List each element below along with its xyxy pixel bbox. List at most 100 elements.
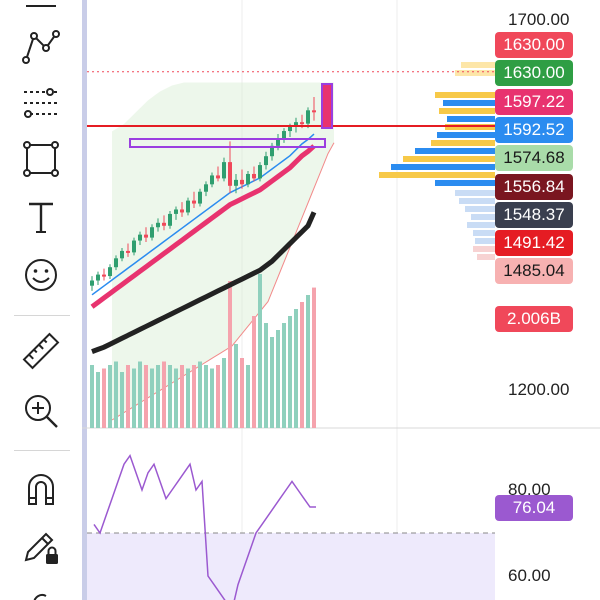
- cloud-area: [112, 82, 334, 420]
- price-tag: 1485.04: [495, 258, 573, 285]
- candle-body: [162, 222, 166, 226]
- candle-body: [138, 234, 142, 241]
- volume-profile-bar: [443, 100, 495, 106]
- pattern-tool[interactable]: [16, 0, 66, 32]
- volume-bar: [126, 365, 130, 428]
- text-icon: [29, 202, 53, 233]
- volume-profile-bar: [471, 214, 495, 220]
- volume-profile-bar: [391, 164, 495, 170]
- chart-left-edge: [82, 0, 87, 600]
- candle-body: [300, 122, 304, 125]
- price-tag: 1630.00: [495, 60, 573, 87]
- volume-bar: [258, 274, 262, 428]
- rsi-axis-label: 80.00: [508, 480, 551, 499]
- volume-bar: [162, 361, 166, 428]
- price-tag: 1592.52: [495, 116, 573, 143]
- candle-body: [246, 173, 250, 185]
- volume-profile-bar: [439, 108, 495, 114]
- volume-bar: [114, 361, 118, 428]
- candle-body: [120, 250, 124, 259]
- volume-bar: [108, 365, 112, 428]
- price-axis-label: 1200.00: [508, 380, 570, 399]
- volume-profile-bar: [473, 246, 495, 252]
- ruler-tool[interactable]: [16, 326, 66, 376]
- candle-body: [192, 200, 196, 204]
- candle-body: [258, 165, 262, 179]
- candle-body: [312, 110, 316, 113]
- volume-bar: [192, 365, 196, 428]
- fib-retracement-icon: [22, 30, 60, 64]
- price-axis-label: 1700.00: [508, 10, 570, 29]
- volume-bar: [288, 316, 292, 428]
- candle-body: [126, 250, 130, 253]
- candle-body: [90, 280, 94, 286]
- volume-bar: [174, 368, 178, 428]
- volume-bar: [300, 302, 304, 428]
- volume-bar: [120, 372, 124, 428]
- zoom-tool[interactable]: [16, 386, 66, 436]
- volume-profile-bar: [461, 62, 495, 68]
- volume-bar: [90, 365, 94, 428]
- candle-body: [114, 258, 118, 268]
- volume-bar: [264, 323, 268, 428]
- lock-drawing-tool[interactable]: [16, 522, 66, 572]
- candle-body: [198, 191, 202, 204]
- volume-profile-bar: [465, 206, 495, 212]
- candle-body: [306, 110, 310, 124]
- volume-bar: [132, 368, 136, 428]
- chart-area[interactable]: 1700.00 1200.00 80.00 60.00 1630.00 1630.00 15…: [82, 0, 600, 600]
- price-tag: 1574.68: [495, 145, 573, 172]
- text-tool[interactable]: [16, 192, 66, 242]
- volume-profile-bar: [473, 230, 495, 236]
- candle-body: [174, 209, 178, 214]
- partial-icon: [33, 594, 47, 600]
- candle-body: [234, 179, 238, 186]
- price-chart[interactable]: [82, 0, 600, 600]
- candle-body: [102, 274, 106, 277]
- volume-profile-bar: [435, 180, 495, 186]
- candle-body: [270, 145, 274, 157]
- volume-bar: [180, 365, 184, 428]
- ruler-icon: [22, 332, 60, 370]
- rsi-band: [87, 533, 495, 600]
- drawing-toolbar: [0, 0, 82, 600]
- price-tag: 1597.22: [495, 88, 573, 115]
- magnet-icon: [28, 474, 54, 505]
- candle-body: [264, 156, 268, 166]
- fib-tool[interactable]: [16, 22, 66, 72]
- candle-body: [294, 122, 298, 127]
- volume-profile-bar: [435, 92, 495, 98]
- volume-profile-bar: [445, 124, 495, 130]
- volume-profile-bar: [455, 70, 495, 76]
- candle-body: [288, 126, 292, 132]
- more-tools[interactable]: [16, 578, 66, 600]
- volume-profile-bar: [455, 190, 495, 196]
- price-tag: 1630.00: [495, 32, 573, 58]
- candle-body: [222, 162, 226, 179]
- volume-bar: [252, 316, 256, 428]
- volume-bar: [282, 323, 286, 428]
- rsi-axis-label: 60.00: [508, 566, 551, 585]
- volume-tag: 2.006B: [495, 306, 573, 332]
- cloud-lower-line: [111, 142, 335, 421]
- candle-body: [252, 173, 256, 179]
- candle-body: [228, 162, 232, 186]
- volume-bar: [210, 368, 214, 428]
- volume-profile-bar: [459, 198, 495, 204]
- emoji-tool[interactable]: [16, 250, 66, 300]
- volume-bar: [228, 281, 232, 428]
- candle-body: [156, 222, 160, 228]
- zoom-in-icon: [25, 395, 58, 428]
- magnet-tool[interactable]: [16, 464, 66, 514]
- candle-body: [210, 175, 214, 185]
- volume-bar: [150, 368, 154, 428]
- volume-bar: [168, 365, 172, 428]
- rectangle-tool[interactable]: [16, 134, 66, 184]
- annotation-rectangle: [129, 138, 326, 148]
- parallel-lines-tool[interactable]: [16, 78, 66, 128]
- price-tag: 1491.42: [495, 230, 573, 257]
- volume-bar: [306, 295, 310, 428]
- ema-blue-line: [91, 133, 315, 296]
- rectangle-icon: [23, 141, 59, 177]
- volume-bar: [294, 309, 298, 428]
